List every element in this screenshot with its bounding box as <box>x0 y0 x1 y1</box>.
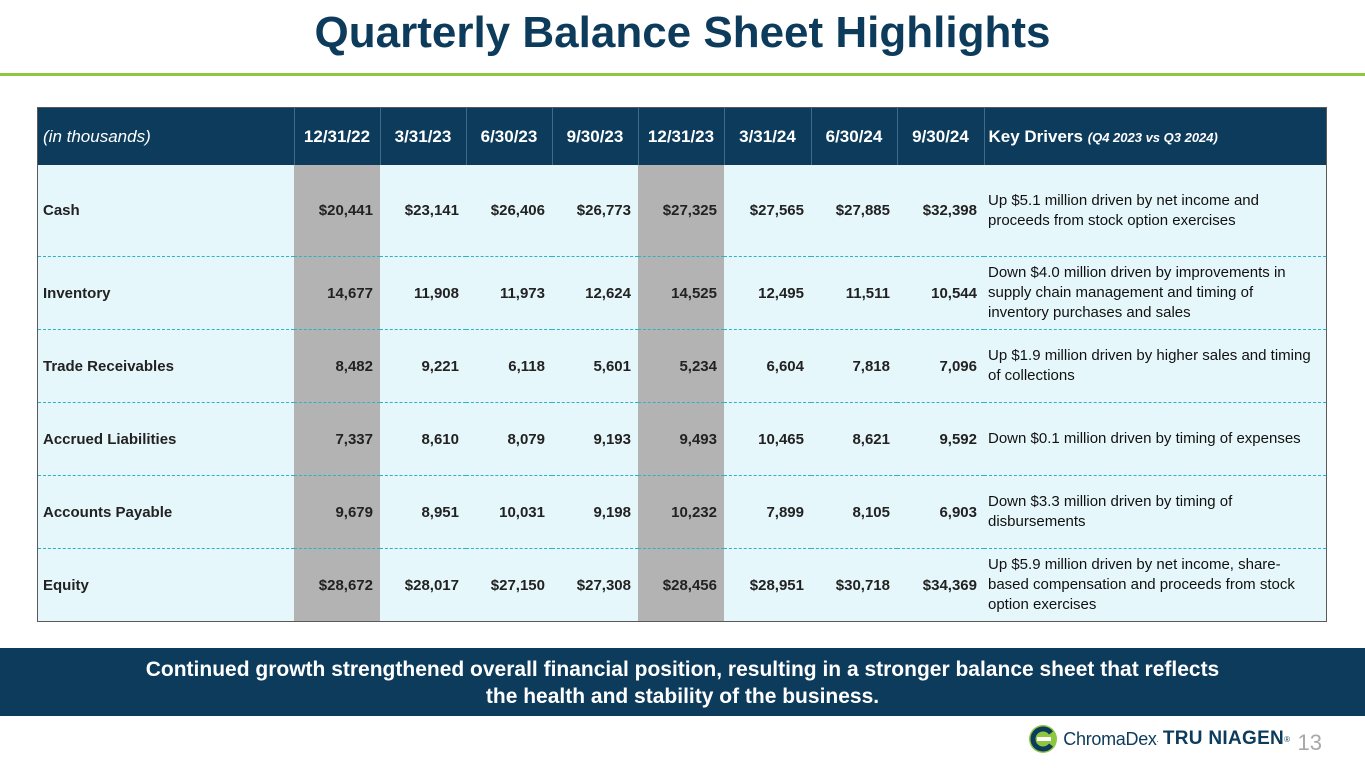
table-cell: 10,232 <box>638 475 724 549</box>
table-cell: 9,221 <box>380 329 466 403</box>
table-cell: 6,604 <box>724 329 811 403</box>
table-cell: $28,951 <box>724 548 811 621</box>
table-cell: 12,624 <box>552 256 638 330</box>
table-cell: 9,193 <box>552 402 638 476</box>
key-driver-text: Up $5.1 million driven by net income and… <box>984 165 1326 257</box>
table-cell: 5,234 <box>638 329 724 403</box>
table-cell: $27,308 <box>552 548 638 621</box>
table-row: Equity $28,672 $28,017 $27,150 $27,308 $… <box>38 548 1326 621</box>
table-cell: 6,118 <box>466 329 552 403</box>
table-cell: 8,105 <box>811 475 897 549</box>
table-cell: 14,677 <box>294 256 380 330</box>
table-cell: $28,017 <box>380 548 466 621</box>
period-header: 3/31/23 <box>380 108 467 165</box>
table-header-row: (in thousands) 12/31/22 3/31/23 6/30/23 … <box>38 108 1326 165</box>
table-row: Accounts Payable 9,679 8,951 10,031 9,19… <box>38 475 1326 549</box>
table-cell: 9,592 <box>897 402 984 476</box>
summary-callout: Continued growth strengthened overall fi… <box>0 648 1365 716</box>
units-label: (in thousands) <box>38 108 295 165</box>
table-cell: $27,150 <box>466 548 552 621</box>
chromadex-logo-icon <box>1029 725 1058 753</box>
row-label: Cash <box>38 165 294 257</box>
table-cell: $27,885 <box>811 165 897 257</box>
table-cell: 8,482 <box>294 329 380 403</box>
callout-line-2: the health and stability of the business… <box>485 685 880 708</box>
table-cell: $20,441 <box>294 165 380 257</box>
table-cell: 10,031 <box>466 475 552 549</box>
trademark-dot: . <box>1156 734 1159 744</box>
table-cell: 14,525 <box>638 256 724 330</box>
period-header: 9/30/23 <box>552 108 639 165</box>
table-cell: 8,621 <box>811 402 897 476</box>
table-cell: $26,773 <box>552 165 638 257</box>
period-header: 9/30/24 <box>897 108 985 165</box>
table-cell: 7,337 <box>294 402 380 476</box>
period-header: 12/31/22 <box>294 108 381 165</box>
table-cell: $34,369 <box>897 548 984 621</box>
footer-branding: ChromaDex. TRU NIAGEN ® <box>1028 722 1290 756</box>
table-cell: 8,610 <box>380 402 466 476</box>
table-cell: $27,325 <box>638 165 724 257</box>
key-drivers-title: Key Drivers <box>988 126 1084 146</box>
registered-mark: ® <box>1284 734 1290 744</box>
table-row: Inventory 14,677 11,908 11,973 12,624 14… <box>38 256 1326 330</box>
period-header: 6/30/24 <box>811 108 898 165</box>
key-drivers-subtitle: (Q4 2023 vs Q3 2024) <box>1087 129 1218 145</box>
key-driver-text: Up $5.9 million driven by net income, sh… <box>984 548 1326 621</box>
table-cell: 7,899 <box>724 475 811 549</box>
table-cell: $28,456 <box>638 548 724 621</box>
table-cell: 5,601 <box>552 329 638 403</box>
table-cell: $26,406 <box>466 165 552 257</box>
row-label: Inventory <box>38 256 294 330</box>
page-number: 13 <box>1297 730 1322 755</box>
table-cell: 10,544 <box>897 256 984 330</box>
table-cell: $32,398 <box>897 165 984 257</box>
table-cell: 7,818 <box>811 329 897 403</box>
table-cell: 9,679 <box>294 475 380 549</box>
row-label: Trade Receivables <box>38 329 294 403</box>
row-label: Accrued Liabilities <box>38 402 294 476</box>
period-header: 12/31/23 <box>638 108 725 165</box>
key-driver-text: Down $0.1 million driven by timing of ex… <box>984 402 1326 476</box>
title-divider <box>0 73 1365 76</box>
table-cell: 11,511 <box>811 256 897 330</box>
period-header: 3/31/24 <box>724 108 812 165</box>
chromadex-wordmark: ChromaDex <box>1063 728 1157 749</box>
table-cell: 9,493 <box>638 402 724 476</box>
key-driver-text: Down $3.3 million driven by timing of di… <box>984 475 1326 549</box>
table-row: Trade Receivables 8,482 9,221 6,118 5,60… <box>38 329 1326 403</box>
table-cell: 7,096 <box>897 329 984 403</box>
table-row: Accrued Liabilities 7,337 8,610 8,079 9,… <box>38 402 1326 476</box>
table-cell: $30,718 <box>811 548 897 621</box>
table-cell: $23,141 <box>380 165 466 257</box>
row-label: Equity <box>38 548 294 621</box>
balance-sheet-table: (in thousands) 12/31/22 3/31/23 6/30/23 … <box>37 107 1327 622</box>
table-cell: 10,465 <box>724 402 811 476</box>
table-cell: 11,908 <box>380 256 466 330</box>
callout-line-1: Continued growth strengthened overall fi… <box>145 658 1220 681</box>
table-cell: 8,951 <box>380 475 466 549</box>
table-cell: 9,198 <box>552 475 638 549</box>
page-title: Quarterly Balance Sheet Highlights <box>314 8 1051 57</box>
table-cell: $27,565 <box>724 165 811 257</box>
tru-niagen-wordmark: TRU NIAGEN <box>1162 728 1285 749</box>
period-header: 6/30/23 <box>466 108 553 165</box>
table-cell: $28,672 <box>294 548 380 621</box>
table-cell: 8,079 <box>466 402 552 476</box>
key-driver-text: Up $1.9 million driven by higher sales a… <box>984 329 1326 403</box>
table-cell: 11,973 <box>466 256 552 330</box>
table-cell: 6,903 <box>897 475 984 549</box>
key-drivers-header: Key Drivers (Q4 2023 vs Q3 2024) <box>984 108 1326 165</box>
table-cell: 12,495 <box>724 256 811 330</box>
row-label: Accounts Payable <box>38 475 294 549</box>
key-driver-text: Down $4.0 million driven by improvements… <box>984 256 1326 330</box>
table-row: Cash $20,441 $23,141 $26,406 $26,773 $27… <box>38 165 1326 257</box>
